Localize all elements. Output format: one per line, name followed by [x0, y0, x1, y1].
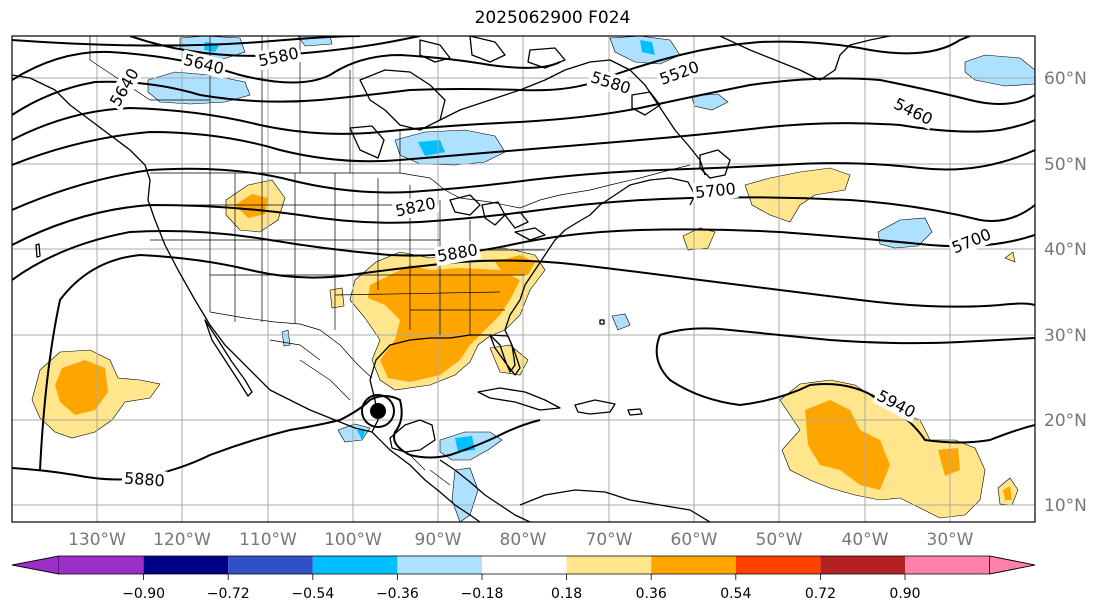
height-contours	[12, 36, 1035, 481]
colorbar-tick: 0.18	[551, 586, 582, 602]
positive-anomaly-core	[368, 265, 520, 382]
colorbar: −0.90 −0.72 −0.54 −0.36 −0.18 0.18 0.36 …	[11, 555, 1036, 602]
contour-label-background	[889, 93, 938, 130]
colorbar-tick: 0.54	[720, 586, 751, 602]
lat-label: 40°N	[1044, 240, 1087, 260]
lon-label: 70°W	[586, 530, 633, 550]
map-title: 2025062900 F024	[474, 8, 631, 28]
colorbar-tick: −0.54	[291, 586, 334, 602]
contour-label: 5880	[123, 468, 165, 490]
contour-label-background	[104, 63, 144, 112]
lon-label: 110°W	[239, 530, 297, 550]
map-frame	[11, 35, 1036, 523]
lon-label: 50°W	[756, 530, 803, 550]
lon-label: 100°W	[324, 530, 382, 550]
colorbar-segment	[11, 555, 60, 575]
positive-anomaly-area	[489, 344, 529, 376]
contour-label-background	[655, 56, 704, 90]
contour-label-background	[121, 468, 168, 491]
colorbar-tick: −0.90	[122, 586, 165, 602]
contour-label-background	[179, 49, 228, 79]
lat-label: 30°N	[1044, 326, 1087, 346]
negative-anomaly-area	[147, 71, 251, 105]
negative-anomaly-core	[640, 40, 655, 55]
contour-label-background	[872, 385, 921, 423]
positive-anomaly-area	[1004, 251, 1016, 263]
positive-anomaly-core	[1003, 486, 1012, 500]
lat-label: 60°N	[1044, 69, 1087, 89]
colorbar-segment	[59, 556, 144, 574]
lon-label: 60°W	[671, 530, 718, 550]
lon-label: 30°W	[927, 530, 974, 550]
colorbar-segment	[397, 556, 482, 574]
latitude-labels: 60°N 50°N 40°N 30°N 20°N 10°N	[1044, 69, 1087, 516]
colorbar-tick: −0.18	[461, 586, 504, 602]
colorbar-tick: 0.72	[805, 586, 836, 602]
contour-label-background	[692, 178, 739, 203]
contour-label-background	[391, 193, 440, 221]
cyclone-marker	[361, 394, 395, 428]
colorbar-segment	[651, 556, 736, 574]
positive-anomaly-core	[55, 360, 108, 415]
positive-anomaly-core	[938, 448, 960, 476]
contour-label-background	[586, 66, 636, 99]
colorbar-tick: 0.36	[636, 586, 667, 602]
colorbar-segment	[566, 556, 652, 574]
colorbar-segment	[905, 556, 990, 574]
lon-label: 120°W	[153, 530, 211, 550]
positive-anomaly-core	[235, 194, 268, 218]
contour-label-background	[254, 42, 303, 71]
colorbar-segment	[735, 556, 821, 574]
anomaly-fill-layer	[31, 36, 1035, 522]
lon-label: 40°W	[842, 530, 889, 550]
contour-label-background	[433, 239, 482, 267]
colorbar-segment	[482, 556, 567, 574]
colorbar-tick: 0.90	[889, 586, 920, 602]
contour-label-background	[947, 223, 996, 259]
colorbar-segment	[228, 556, 313, 574]
longitude-labels: 130°W 120°W 110°W 100°W 90°W 80°W 70°W 6…	[68, 530, 974, 550]
positive-anomaly-area	[744, 167, 851, 223]
lat-label: 20°N	[1044, 411, 1087, 431]
colorbar-segment	[820, 556, 905, 574]
colorbar-segment	[989, 555, 1036, 575]
colorbar-segment	[143, 556, 229, 574]
negative-anomaly-area	[611, 313, 631, 331]
lon-label: 130°W	[68, 530, 126, 550]
positive-anomaly-core	[805, 400, 890, 490]
lat-label: 50°N	[1044, 155, 1087, 175]
colorbar-tick: −0.36	[376, 586, 419, 602]
colorbar-tick: −0.72	[207, 586, 250, 602]
negative-anomaly-core	[357, 430, 366, 440]
contour-label: 5700	[694, 179, 736, 202]
lon-label: 80°W	[500, 530, 547, 550]
lat-label: 10°N	[1044, 496, 1087, 516]
graticule	[12, 36, 1035, 522]
positive-anomaly-area	[329, 287, 345, 309]
colorbar-segment	[312, 556, 398, 574]
lon-label: 90°W	[415, 530, 462, 550]
